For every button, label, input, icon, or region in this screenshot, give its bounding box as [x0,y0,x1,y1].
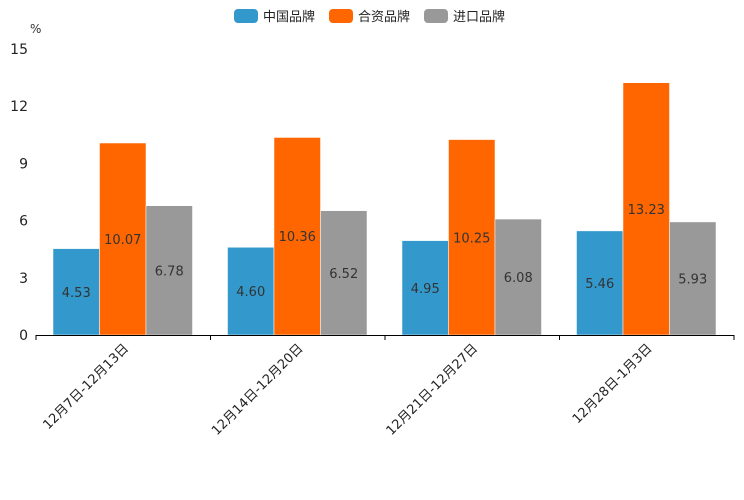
legend-item-2[interactable]: 进口品牌 [424,9,505,25]
bar[interactable] [320,210,368,336]
legend-item-1[interactable]: 合资品牌 [329,9,410,25]
bar[interactable] [622,82,670,336]
bar[interactable] [273,137,321,336]
data-label: 5.46 [585,277,614,292]
bar[interactable] [448,139,496,336]
y-tick-label: 15 [10,42,28,58]
bars: 4.53 10.07 6.78 4.60 10.36 6.52 4.95 10.25 6.08 5… [52,82,717,336]
y-tick-label: 6 [19,214,28,230]
bar[interactable] [576,230,624,336]
bar[interactable] [145,205,193,336]
y-tick-label: 12 [10,99,28,115]
data-label: 10.36 [279,230,316,245]
data-label: 10.25 [453,231,490,246]
data-label: 4.60 [236,285,265,300]
bar[interactable] [52,248,100,336]
legend-label: 合资品牌 [358,9,410,25]
y-tick-label: 9 [19,156,28,172]
legend-swatch [234,9,258,23]
x-axis: 12月7日-12月13日 12月14日-12月20日 12月21日-12月27日 12… [35,335,735,439]
legend-label: 中国品牌 [263,9,315,25]
x-tick-label: 12月14日-12月20日 [209,341,306,438]
legend-swatch [329,9,353,23]
legend: 中国品牌 合资品牌 进口品牌 [234,9,505,25]
x-tick-label: 12月21日-12月27日 [384,341,481,438]
data-label: 10.07 [104,233,141,248]
data-label: 4.95 [411,282,440,297]
x-tick-label: 12月7日-12月13日 [40,341,132,433]
bar[interactable] [227,247,275,336]
data-label: 5.93 [678,272,707,287]
y-axis: 0 3 6 9 12 15 [10,42,28,344]
y-tick-label: 3 [19,271,28,287]
x-tick-label: 12月28日-1月3日 [570,341,656,427]
data-label: 6.78 [155,264,184,279]
data-label: 4.53 [62,286,91,301]
data-label: 6.08 [504,271,533,286]
bar[interactable] [99,142,147,336]
bar[interactable] [669,221,717,336]
data-label: 6.52 [329,267,358,282]
y-axis-unit-label: % [30,22,41,36]
legend-item-0[interactable]: 中国品牌 [234,9,315,25]
data-label: 13.23 [628,203,665,218]
legend-swatch [424,9,448,23]
y-tick-label: 0 [19,328,28,344]
legend-label: 进口品牌 [453,9,505,25]
